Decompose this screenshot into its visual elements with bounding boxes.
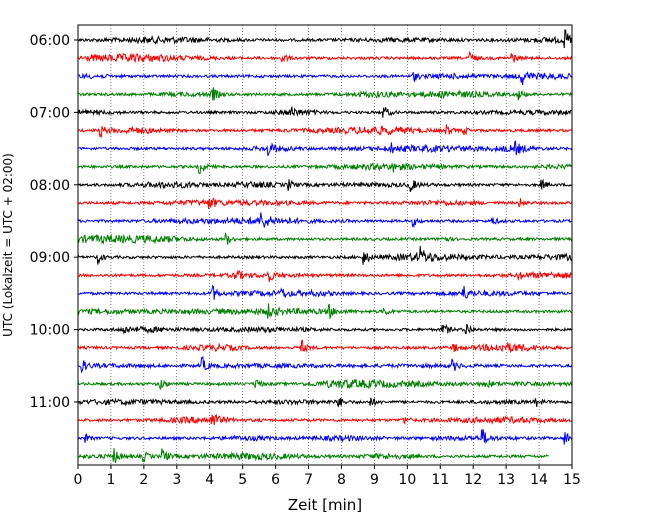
seismogram-trace xyxy=(77,124,573,138)
seismogram-trace xyxy=(77,355,573,374)
seismogram-trace xyxy=(77,246,573,265)
x-tick-label: 12 xyxy=(464,472,482,488)
y-tick-label: 07:00 xyxy=(30,105,70,121)
x-tick-label: 14 xyxy=(530,472,548,488)
x-tick-label: 15 xyxy=(563,472,581,488)
seismogram-trace xyxy=(77,339,573,354)
x-tick-label: 13 xyxy=(497,472,515,488)
seismogram-trace xyxy=(77,161,573,175)
seismogram-trace xyxy=(77,284,573,300)
x-tick-label: 1 xyxy=(106,472,115,488)
seismogram-trace xyxy=(77,447,549,463)
x-tick-label: 6 xyxy=(271,472,280,488)
y-tick-label: 06:00 xyxy=(30,33,70,49)
seismogram-traces xyxy=(77,29,573,463)
y-axis-label: UTC (Lokalzeit = UTC + 02:00) xyxy=(1,153,15,337)
x-tick-label: 2 xyxy=(139,472,148,488)
seismogram-trace xyxy=(77,270,573,283)
y-tick-label: 10:00 xyxy=(30,323,70,339)
seismogram-trace xyxy=(77,413,573,426)
x-axis-ticks: 0 1 2 3 4 5 6 7 8 9 10 11 12 13 14 15 xyxy=(74,465,581,488)
x-tick-label: 0 xyxy=(74,472,83,488)
seismogram-trace xyxy=(77,212,573,229)
y-tick-label: 11:00 xyxy=(30,395,70,411)
y-tick-label: 09:00 xyxy=(30,250,70,266)
seismogram-trace xyxy=(77,106,573,118)
plot-frame xyxy=(77,24,573,466)
seismogram-trace xyxy=(77,197,573,210)
seismogram-trace xyxy=(77,87,573,101)
seismogram-trace xyxy=(77,232,573,245)
seismogram-trace xyxy=(77,71,573,86)
x-axis-label: Zeit [min] xyxy=(288,496,362,514)
seismogram-trace xyxy=(77,29,573,48)
x-tick-label: 10 xyxy=(398,472,416,488)
x-grid xyxy=(110,25,540,465)
seismogram-trace xyxy=(77,178,573,192)
x-tick-label: 3 xyxy=(172,472,181,488)
x-tick-label: 9 xyxy=(370,472,379,488)
seismogram-trace xyxy=(77,323,573,335)
x-tick-label: 4 xyxy=(205,472,214,488)
seismogram-trace xyxy=(77,140,573,156)
seismogram-trace xyxy=(77,429,573,445)
y-axis-ticks: 06:00 07:00 08:00 09:00 10:00 11:00 xyxy=(30,33,78,411)
x-tick-label: 11 xyxy=(431,472,449,488)
seismogram-trace xyxy=(77,378,573,390)
x-tick-label: 8 xyxy=(337,472,346,488)
y-tick-label: 08:00 xyxy=(30,178,70,194)
seismogram-trace xyxy=(77,303,573,320)
x-tick-label: 5 xyxy=(238,472,247,488)
seismogram-trace xyxy=(77,50,573,64)
seismogram-trace xyxy=(77,397,573,408)
x-tick-label: 7 xyxy=(304,472,313,488)
